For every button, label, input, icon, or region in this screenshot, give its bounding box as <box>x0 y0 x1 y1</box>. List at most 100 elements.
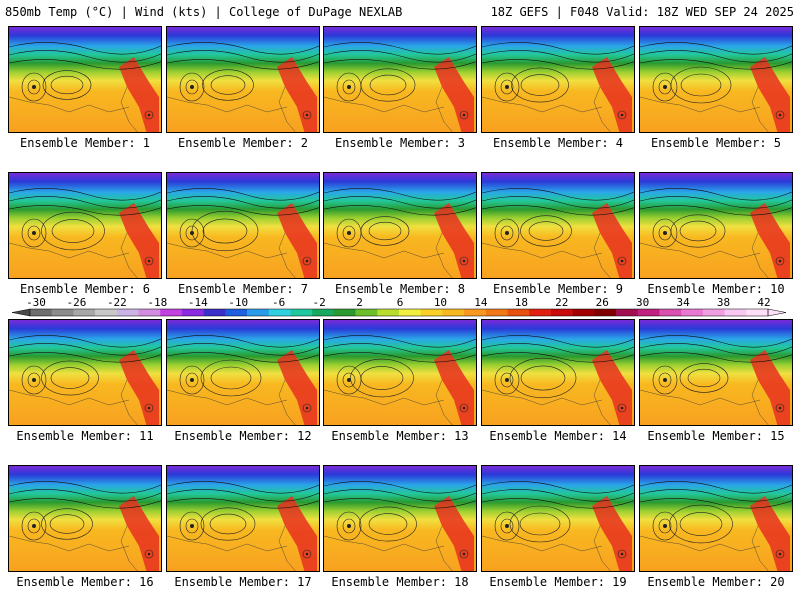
low-pressure-center <box>347 85 351 89</box>
contour-line <box>640 59 792 70</box>
contour-line <box>342 79 356 95</box>
contour-line <box>21 511 47 541</box>
member-label: Ensemble Member: 20 <box>647 575 785 589</box>
low-pressure-center <box>462 406 466 410</box>
low-pressure-center <box>32 378 36 382</box>
coastline <box>120 525 138 571</box>
low-pressure-center <box>147 259 151 263</box>
contour-line <box>324 59 476 70</box>
low-pressure-center <box>147 406 151 410</box>
contour-line <box>167 343 319 356</box>
colorbar-tick-label: -14 <box>188 297 208 309</box>
contour-line <box>27 372 41 388</box>
low-pressure-center <box>620 552 624 556</box>
contour-line <box>9 42 161 55</box>
colorbar-swatch <box>116 309 139 316</box>
low-pressure-center <box>505 378 509 382</box>
colorbar-tick-label: 42 <box>757 297 770 309</box>
contour-line <box>679 512 723 536</box>
member-map-panel <box>8 172 162 279</box>
low-pressure-center <box>505 231 509 235</box>
warm-air-region <box>119 496 159 571</box>
member-map-panel <box>323 172 477 279</box>
coastline <box>324 242 445 259</box>
contour-line <box>9 335 161 348</box>
coastline <box>324 96 445 113</box>
warm-air-region <box>750 350 790 425</box>
low-pressure-center <box>32 524 36 528</box>
member-map-panel <box>639 465 793 572</box>
coastline <box>9 96 130 113</box>
contour-line <box>482 196 634 209</box>
warm-air-region <box>119 57 159 132</box>
member-label: Ensemble Member: 12 <box>174 429 312 443</box>
contour-line <box>21 365 47 395</box>
contour-line <box>520 365 566 391</box>
contour-line <box>21 72 47 102</box>
low-pressure-center <box>347 231 351 235</box>
model-run-info: 18Z GEFS | F048 Valid: 18Z WED SEP 24 20… <box>490 5 794 19</box>
contour-line <box>50 367 90 389</box>
member-map-panel <box>481 319 635 426</box>
contour-line <box>640 196 792 209</box>
contour-line <box>9 498 161 509</box>
member-label: Ensemble Member: 4 <box>492 136 624 150</box>
temperature-map <box>167 466 319 571</box>
contour-line <box>50 75 84 95</box>
low-pressure-center <box>620 406 624 410</box>
low-pressure-center <box>462 552 466 556</box>
contour-line <box>324 352 476 363</box>
temperature-map <box>9 466 161 571</box>
contour-line <box>202 69 254 101</box>
contour-line <box>482 188 634 201</box>
contour-line <box>617 256 627 266</box>
low-pressure-center <box>305 259 309 263</box>
colorbar-swatch <box>268 309 291 316</box>
contour-line <box>324 481 476 494</box>
contour-line <box>200 359 262 397</box>
contour-line <box>482 335 634 348</box>
contour-line <box>324 196 476 209</box>
contour-line <box>669 504 733 544</box>
contour-line <box>520 74 560 96</box>
contour-line <box>500 79 514 95</box>
contour-line <box>9 196 161 209</box>
contour-line <box>511 67 569 103</box>
contour-line <box>509 505 571 543</box>
contour-line <box>302 110 312 120</box>
contour-line <box>482 481 634 494</box>
member-map-panel <box>323 465 477 572</box>
contour-line <box>652 72 678 102</box>
contour-line <box>658 225 672 241</box>
warm-air-region <box>119 350 159 425</box>
low-pressure-center <box>778 113 782 117</box>
low-pressure-center <box>147 113 151 117</box>
contour-line <box>210 366 252 390</box>
contour-line <box>459 256 469 266</box>
contour-line <box>617 403 627 413</box>
colorbar-high-arrow <box>767 308 787 317</box>
contour-line <box>324 50 476 63</box>
low-pressure-center <box>620 113 624 117</box>
contour-line <box>144 549 154 559</box>
contour-line <box>500 518 514 534</box>
temperature-map <box>640 173 792 278</box>
colorbar-swatch <box>333 309 356 316</box>
colorbar-tick-label: 22 <box>555 297 568 309</box>
temperature-map <box>482 466 634 571</box>
colorbar-low-arrow <box>11 308 31 317</box>
contour-line <box>459 403 469 413</box>
colorbar-tick-label: -6 <box>272 297 285 309</box>
warm-air-region <box>592 496 632 571</box>
low-pressure-center <box>190 85 194 89</box>
contour-line <box>336 72 362 102</box>
coastline <box>751 525 769 571</box>
contour-line <box>482 498 634 509</box>
contour-line <box>640 489 792 502</box>
contour-line <box>167 50 319 63</box>
contour-line <box>27 518 41 534</box>
warm-air-region <box>434 496 474 571</box>
colorbar-outline <box>29 308 769 317</box>
contour-line <box>144 403 154 413</box>
contour-line <box>9 59 161 70</box>
